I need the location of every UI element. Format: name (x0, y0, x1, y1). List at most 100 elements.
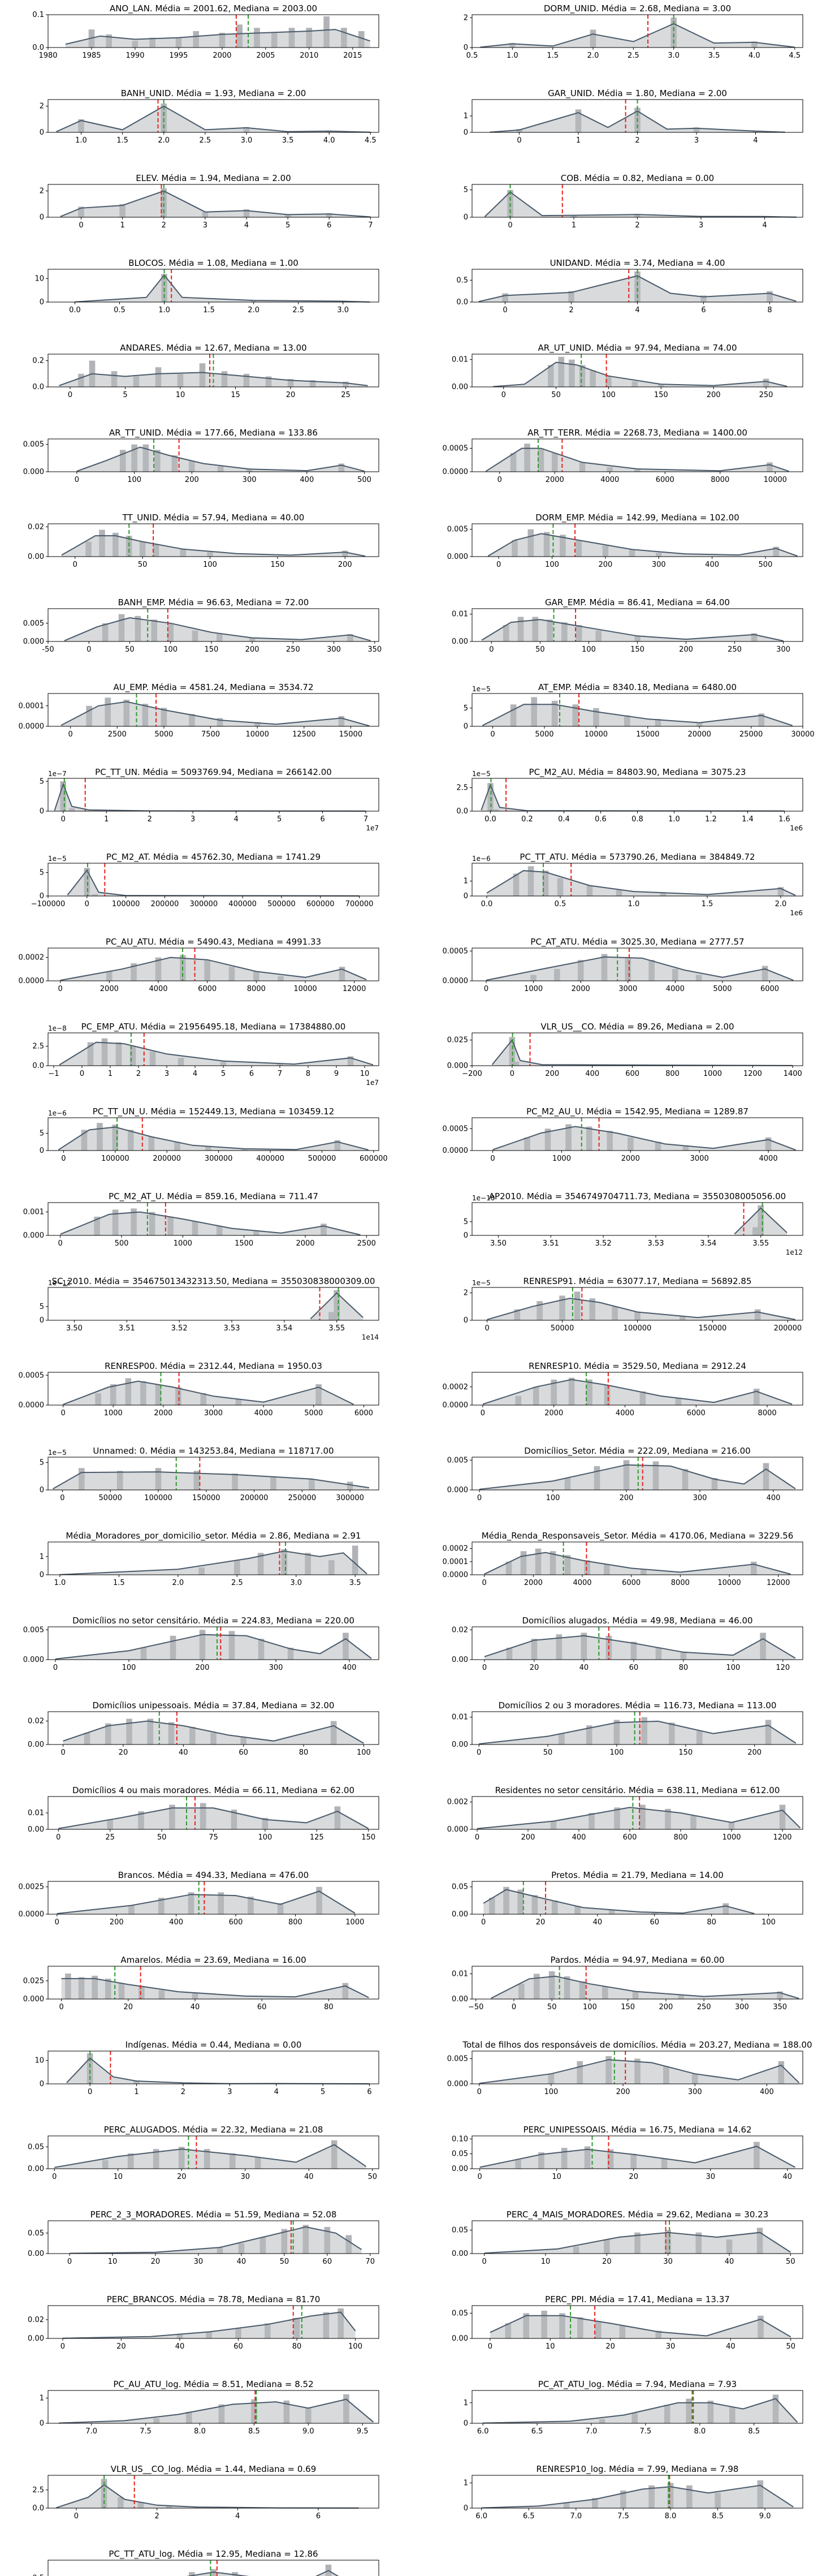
kde-line (54, 782, 366, 812)
x-tick-label: 20 (605, 2342, 615, 2351)
x-tick-label: 50 (367, 2173, 377, 2181)
x-tick-label: 100000 (112, 900, 140, 908)
axes-frame (47, 863, 379, 897)
y-tick-label: 0.005 (447, 525, 468, 534)
kde-area (477, 1807, 801, 1829)
x-tick-label: 20 (177, 2173, 187, 2181)
y-tick-label: 0.00 (452, 1995, 468, 2004)
x-tick-label: 2.5 (231, 1579, 243, 1587)
x-tick-label: 1000 (552, 1155, 571, 1163)
y-tick-label: 0.0 (32, 44, 44, 52)
x-tick-label: 40 (237, 2258, 246, 2266)
kde-line (484, 191, 797, 218)
y-tick-label: 0.0002 (19, 954, 45, 962)
kde-area (479, 2146, 795, 2169)
y-tick-label: 0.00 (28, 553, 44, 561)
kde-area (76, 447, 365, 472)
axes-frame (471, 1457, 803, 1491)
x-tick-label: 3 (699, 221, 703, 230)
kde-area (481, 785, 785, 811)
x-tick-label: 150 (204, 645, 218, 654)
x-tick-label: 0.5 (466, 51, 478, 60)
x-tick-label: 20 (151, 2258, 161, 2266)
x-tick-label: 7.0 (570, 2512, 582, 2521)
x-tick-label: 0 (508, 221, 512, 230)
kde-area (60, 957, 367, 981)
x-tick-label: 80 (324, 2003, 334, 2011)
x-tick-label: 50000 (99, 1494, 122, 1502)
x-tick-label: 0 (488, 2342, 492, 2351)
x-tick-label: 15 (231, 391, 240, 399)
axes-frame (47, 1457, 379, 1491)
y-tick-label: 0.000 (447, 2080, 468, 2088)
x-tick-label: 0 (68, 391, 72, 399)
x-tick-label: 2500 (357, 1239, 376, 1248)
y-tick-label: 0.000 (447, 1062, 468, 1070)
x-tick-label: 2005 (256, 51, 275, 60)
histogram-panel: PC_M2_AU_U. Média = 1542.95, Mediana = 1… (443, 1106, 803, 1163)
x-tick-label: 100 (583, 2003, 597, 2011)
axes-frame (47, 2305, 379, 2339)
kde-line (484, 1635, 796, 1659)
y-tick-label: 0.0000 (443, 977, 469, 985)
kde-line (734, 1207, 788, 1235)
histogram-panel: GAR_EMP. Média = 86.41, Mediana = 64.00 0… (452, 597, 803, 654)
y-tick-label: 0 (40, 892, 44, 901)
x-tick-label: 8 (306, 1070, 310, 1078)
y-exponent-label: 1e−5 (48, 1449, 67, 1457)
x-tick-label: 0 (80, 1070, 84, 1078)
y-tick-label: 0.05 (452, 2150, 468, 2159)
kde-line (58, 1807, 369, 1829)
histogram-panel: COB. Média = 0.82, Mediana = 0.00 0 1 2 3 4 0 5 (464, 173, 803, 230)
axes-frame (471, 947, 803, 981)
x-tick-label: 20 (119, 1748, 128, 1757)
panel-title: GAR_UNID. Média = 1.80, Mediana = 2.00 (548, 88, 727, 99)
panel-title: BLOCOS. Média = 1.08, Mediana = 1.00 (128, 258, 298, 268)
y-tick-label: 0.000 (447, 553, 468, 561)
x-tick-label: 200 (110, 1918, 124, 1927)
histogram-panel: Unnamed: 0. Média = 143253.84, Mediana =… (40, 1446, 379, 1502)
kde-line (61, 535, 366, 557)
x-tick-label: 3000 (618, 985, 637, 993)
y-exponent-label: 1e−10 (472, 1194, 495, 1202)
y-tick-label: 0.0 (32, 383, 44, 391)
kde-line (492, 1126, 797, 1151)
kde-area (56, 2484, 359, 2508)
panel-title: Residentes no setor censitário. Média = … (495, 1785, 780, 1795)
x-tick-label: 1985 (82, 51, 101, 60)
x-exponent-label: 1e6 (790, 824, 803, 832)
x-tick-label: 6000 (760, 985, 779, 993)
histogram-panel: Indígenas. Média = 0.44, Mediana = 0.00 0… (34, 2040, 379, 2096)
y-tick-label: 0.02 (28, 2316, 44, 2324)
y-tick-label: 0.00 (452, 1656, 468, 1664)
x-tick-label: 7 (278, 1070, 282, 1078)
histogram-panel: AR_UT_UNID. Média = 97.94, Mediana = 74.… (452, 343, 803, 399)
y-tick-label: 5 (464, 704, 468, 713)
axes-frame (47, 2051, 379, 2084)
axes-frame (47, 947, 379, 981)
x-tick-label: 0 (489, 645, 494, 654)
x-tick-label: 3.54 (276, 1324, 292, 1333)
kde-line (64, 617, 371, 641)
x-tick-label: −50 (468, 2003, 483, 2011)
panel-title: Indígenas. Média = 0.44, Mediana = 0.00 (126, 2040, 302, 2050)
x-tick-label: 50 (125, 645, 135, 654)
histogram-panel: Residentes no setor censitário. Média = … (447, 1785, 803, 1842)
x-tick-label: 1995 (169, 51, 188, 60)
x-tick-label: 0.2 (521, 815, 533, 824)
x-tick-label: 2500 (108, 730, 127, 739)
x-tick-label: 3.55 (752, 1239, 769, 1248)
x-tick-label: 0 (503, 306, 507, 315)
kde-line (482, 1379, 793, 1405)
panel-title: PC_M2_AT_U. Média = 859.16, Mediana = 71… (109, 1191, 318, 1202)
histogram-panel: Pardos. Média = 94.97, Mediana = 60.00 −5… (452, 1955, 803, 2011)
y-tick-label: 0.000 (23, 468, 44, 476)
axes-frame (471, 1202, 803, 1236)
x-tick-label: 6 (320, 815, 325, 824)
x-tick-label: 1000 (524, 985, 543, 993)
axes-frame (47, 2560, 379, 2576)
x-tick-label: 3 (203, 221, 207, 230)
x-tick-label: 40 (579, 1664, 589, 1672)
x-tick-label: 200000 (774, 1324, 802, 1333)
y-tick-label: 0.001 (23, 1208, 44, 1217)
